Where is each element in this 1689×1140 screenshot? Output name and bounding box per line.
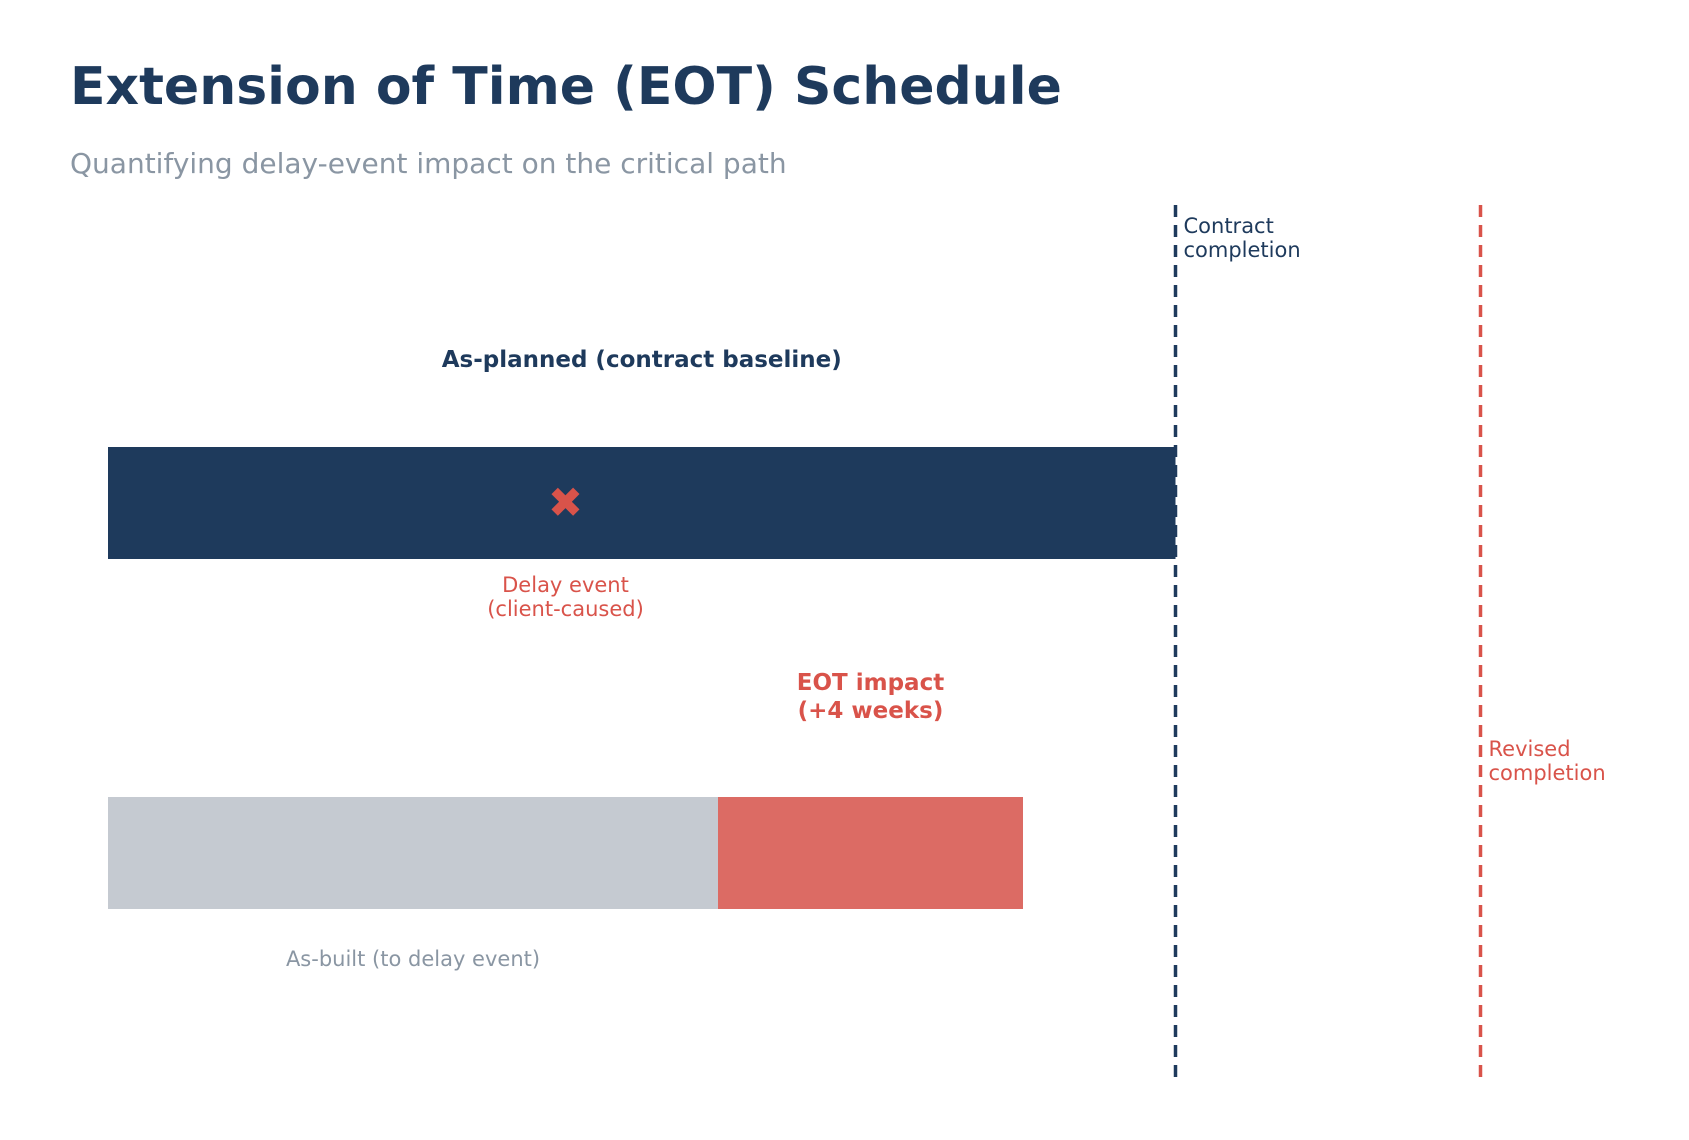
as-built-label-line: As-built (to delay event) bbox=[286, 947, 540, 971]
delay-event-label: Delay event (client-caused) bbox=[487, 573, 644, 621]
eot-impact-bar bbox=[718, 797, 1023, 909]
contract-completion-label-line: completion bbox=[1184, 238, 1301, 262]
contract-completion-label-line: Contract bbox=[1184, 214, 1274, 238]
as-planned-label-line: As-planned (contract baseline) bbox=[442, 347, 842, 373]
as-built-bar bbox=[108, 797, 718, 909]
as-built-label: As-built (to delay event) bbox=[286, 947, 540, 971]
eot-impact-label-line: EOT impact bbox=[797, 670, 944, 696]
delay-event-label-line: (client-caused) bbox=[487, 597, 644, 621]
delay-event-marker-icon: ✖ bbox=[548, 478, 583, 527]
as-planned-label: As-planned (contract baseline) bbox=[442, 347, 842, 373]
revised-completion-label: Revised completion bbox=[1489, 737, 1606, 785]
revised-completion-label-line: completion bbox=[1489, 761, 1606, 785]
eot-impact-label-line: (+4 weeks) bbox=[798, 698, 944, 724]
page-subtitle: Quantifying delay-event impact on the cr… bbox=[70, 147, 787, 180]
revised-completion-label-line: Revised bbox=[1489, 737, 1571, 761]
contract-completion-label: Contract completion bbox=[1184, 214, 1301, 262]
eot-impact-label: EOT impact (+4 weeks) bbox=[797, 670, 944, 724]
page-title: Extension of Time (EOT) Schedule bbox=[70, 57, 1062, 117]
delay-event-label-line: Delay event bbox=[502, 573, 629, 597]
as-planned-bar bbox=[108, 447, 1176, 559]
